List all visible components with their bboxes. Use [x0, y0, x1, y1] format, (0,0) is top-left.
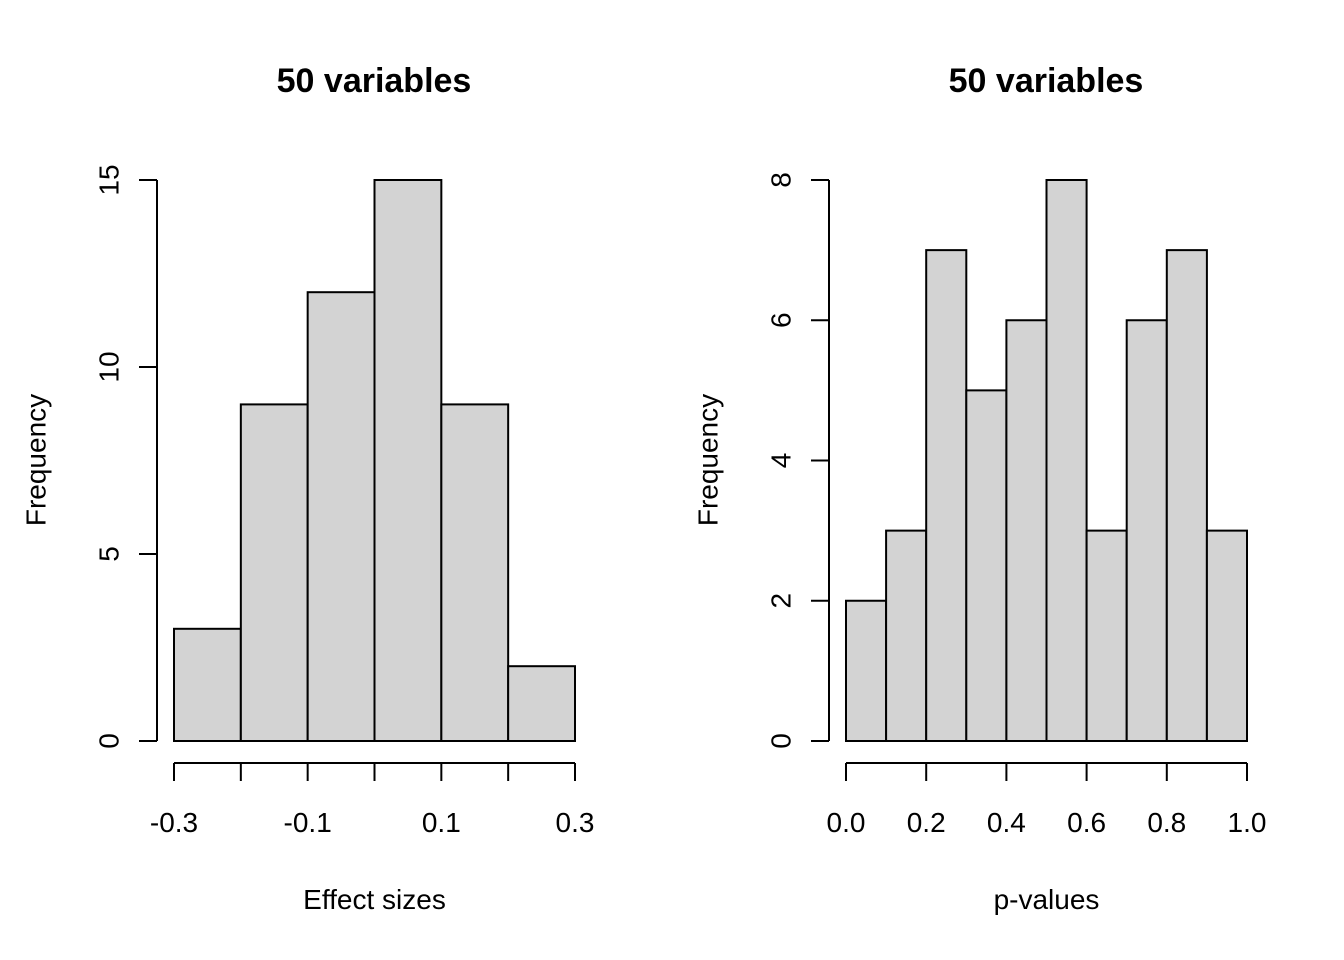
y-tick-label: 5 — [94, 546, 125, 562]
histogram-bar — [1165, 249, 1208, 742]
y-tick-label: 8 — [766, 172, 797, 188]
p-value-histogram: 50 variables 0 2 4 6 8 0.0 0.2 0.4 0.6 0.8 1.0 p-val… — [693, 62, 1267, 915]
x-tick-label: 1.0 — [1228, 807, 1267, 838]
histogram-bar — [373, 179, 443, 742]
x-tick-label: -0.3 — [150, 807, 198, 838]
y-tick-label: 15 — [94, 164, 125, 195]
y-tick-label: 0 — [766, 733, 797, 749]
histogram-bar — [925, 249, 968, 742]
x-tick-label: 0.4 — [987, 807, 1026, 838]
x-tick-label: 0.1 — [422, 807, 461, 838]
histogram-bar — [1085, 529, 1128, 742]
histogram-bar — [306, 291, 376, 742]
histogram-bar — [1045, 179, 1088, 742]
y-tick-label: 4 — [766, 453, 797, 469]
effect-size-histogram: 50 variables 0 5 10 15 -0.3 -0.1 0.1 0.3 Effect s… — [21, 62, 595, 915]
chart-title: 50 variables — [949, 62, 1144, 100]
histogram-bar — [173, 627, 242, 742]
x-tick-label: 0.3 — [556, 807, 595, 838]
histogram-bar — [239, 403, 309, 742]
histogram-bar — [1205, 529, 1249, 742]
x-axis-label: p-values — [994, 884, 1100, 915]
histogram-bar — [507, 665, 576, 743]
x-tick-label: 0.0 — [827, 807, 866, 838]
histogram-bar — [885, 529, 928, 742]
y-tick-label: 0 — [94, 733, 125, 749]
histogram-bar — [1125, 319, 1168, 742]
y-tick-label: 10 — [94, 351, 125, 382]
histogram-bar — [965, 389, 1008, 742]
x-tick-label: 0.8 — [1147, 807, 1186, 838]
x-tick-label: 0.6 — [1067, 807, 1106, 838]
x-tick-label: -0.1 — [284, 807, 332, 838]
histogram-bar — [1005, 319, 1048, 742]
histogram-bar — [440, 403, 510, 742]
y-axis-label: Frequency — [21, 394, 52, 526]
y-tick-label: 2 — [766, 593, 797, 609]
y-tick-label: 6 — [766, 312, 797, 328]
histogram-bar — [845, 599, 888, 742]
x-tick-label: 0.2 — [907, 807, 946, 838]
y-axis-label: Frequency — [693, 394, 724, 526]
chart-title: 50 variables — [277, 62, 472, 100]
x-axis-label: Effect sizes — [303, 884, 446, 915]
